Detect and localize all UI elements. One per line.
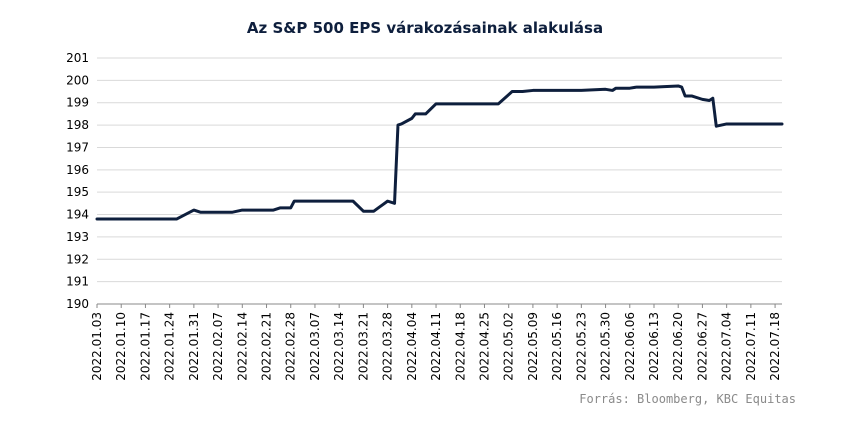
series-line xyxy=(95,84,784,221)
x-tick-label: 2022.03.14 xyxy=(332,312,346,381)
x-axis: 2022.01.03 2022.01.10 2022.01.17 2022.01.24… xyxy=(90,304,782,381)
x-tick-label: 2022.01.10 xyxy=(114,312,128,381)
x-tick-label: 2022.06.27 xyxy=(695,312,709,381)
y-tick-label: 200 xyxy=(66,73,89,87)
y-tick-label: 190 xyxy=(66,297,89,311)
x-tick-label: 2022.07.11 xyxy=(744,312,758,381)
x-tick-label: 2022.01.17 xyxy=(138,312,152,381)
x-tick-label: 2022.02.28 xyxy=(284,312,298,381)
y-tick-label: 194 xyxy=(66,208,89,222)
x-tick-label: 2022.03.28 xyxy=(381,312,395,381)
y-tick-label: 192 xyxy=(66,252,89,266)
x-tick-label: 2022.02.21 xyxy=(260,312,274,381)
source-note: Forrás: Bloomberg, KBC Equitas xyxy=(579,392,796,406)
x-tick-label: 2022.04.25 xyxy=(477,312,491,381)
y-tick-label: 198 xyxy=(66,118,89,132)
x-tick-label: 2022.04.11 xyxy=(429,312,443,381)
x-tick-label: 2022.05.02 xyxy=(502,312,516,381)
x-tick-label: 2022.06.20 xyxy=(671,312,685,381)
x-tick-label: 2022.03.07 xyxy=(308,312,322,381)
y-axis: 190 191 192 193 194 195 196 197 198 199 200 201 xyxy=(66,51,89,311)
y-tick-label: 201 xyxy=(66,51,89,65)
x-tick-label: 2022.06.06 xyxy=(623,312,637,381)
series-layer xyxy=(95,84,784,221)
x-tick-label: 2022.02.14 xyxy=(235,312,249,381)
x-tick-label: 2022.05.16 xyxy=(550,312,564,381)
gridlines xyxy=(97,57,782,305)
x-tick-label: 2022.04.04 xyxy=(405,312,419,381)
x-tick-label: 2022.05.30 xyxy=(599,312,613,381)
x-tick-label: 2022.07.04 xyxy=(720,312,734,381)
y-tick-label: 193 xyxy=(66,230,89,244)
x-tick-label: 2022.07.18 xyxy=(768,312,782,381)
x-tick-label: 2022.05.09 xyxy=(526,312,540,381)
x-tick-label: 2022.06.13 xyxy=(647,312,661,381)
x-tick-label: 2022.01.24 xyxy=(163,312,177,381)
y-tick-label: 199 xyxy=(66,96,89,110)
x-tick-label: 2022.01.03 xyxy=(90,312,104,381)
x-tick-label: 2022.04.18 xyxy=(453,312,467,381)
chart-title: Az S&P 500 EPS várakozásainak alakulása xyxy=(246,19,604,37)
y-tick-label: 197 xyxy=(66,140,89,154)
x-tick-label: 2022.02.07 xyxy=(211,312,225,381)
y-tick-label: 196 xyxy=(66,163,89,177)
y-tick-label: 191 xyxy=(66,275,89,289)
y-tick-label: 195 xyxy=(66,185,89,199)
x-tick-label: 2022.05.23 xyxy=(574,312,588,381)
x-tick-label: 2022.03.21 xyxy=(356,312,370,381)
x-tick-label: 2022.01.31 xyxy=(187,312,201,381)
